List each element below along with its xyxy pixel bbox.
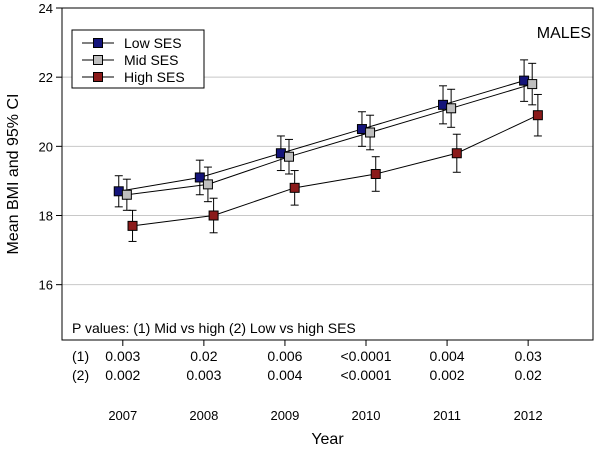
y-tick-label: 18 xyxy=(39,209,53,224)
data-point xyxy=(289,182,300,193)
legend-label: Low SES xyxy=(124,35,182,51)
panel-label: MALES xyxy=(537,25,591,42)
p-value: 0.02 xyxy=(190,348,217,364)
series-line xyxy=(126,83,533,196)
p-value: 0.003 xyxy=(186,367,221,383)
p-value: 0.02 xyxy=(515,367,542,383)
p-value: <0.0001 xyxy=(341,367,392,383)
y-tick-label: 20 xyxy=(39,139,53,154)
data-point xyxy=(202,179,213,190)
p-value: <0.0001 xyxy=(341,348,392,364)
x-tick-label: 2011 xyxy=(433,408,461,423)
data-point xyxy=(446,103,457,114)
x-tick-label: 2010 xyxy=(352,408,381,423)
x-tick-label: 2009 xyxy=(270,408,299,423)
series-high-ses xyxy=(127,93,543,242)
data-point xyxy=(194,172,205,183)
p-value: 0.002 xyxy=(430,367,465,383)
series-layer xyxy=(113,59,543,242)
legend-item-mid-ses: Mid SES xyxy=(82,52,178,68)
data-point xyxy=(127,220,138,231)
x-tick-label: 2012 xyxy=(514,408,543,423)
p-values-table: (1) 0.003 0.02 0.006 <0.0001 0.004 0.03 (2) 0.00… xyxy=(72,348,542,383)
legend-label: Mid SES xyxy=(124,52,178,68)
series-mid-ses xyxy=(121,62,538,211)
p-values-annotation: P values: (1) Mid vs high (2) Low vs hig… xyxy=(72,320,356,336)
grid-lines xyxy=(62,76,593,286)
x-tick-label: 2007 xyxy=(108,408,137,423)
p-value-row-label: (1) xyxy=(72,348,89,364)
data-point xyxy=(451,148,462,159)
p-value-row-label: (2) xyxy=(72,367,89,383)
series-line xyxy=(118,80,525,192)
x-axis-title: Year xyxy=(311,431,344,448)
legend-item-low-ses: Low SES xyxy=(82,35,182,51)
data-point xyxy=(527,79,538,90)
y-axis-title: Mean BMI and 95% CI xyxy=(5,94,22,255)
data-point xyxy=(121,189,132,200)
data-point xyxy=(365,127,376,138)
p-value: 0.03 xyxy=(515,348,542,364)
legend-item-high-ses: High SES xyxy=(82,69,185,85)
p-value: 0.006 xyxy=(267,348,302,364)
series-low-ses xyxy=(113,59,530,208)
p-value: 0.003 xyxy=(105,348,140,364)
legend-marker xyxy=(93,55,103,65)
axis-ticks: 16 18 20 22 24 2007 2008 2009 2010 2011 2012 xyxy=(39,1,543,423)
p-value: 0.002 xyxy=(105,367,140,383)
x-tick-label: 2008 xyxy=(189,408,218,423)
legend-marker xyxy=(93,72,103,82)
data-point xyxy=(208,210,219,221)
legend-label: High SES xyxy=(124,69,185,85)
y-tick-label: 16 xyxy=(39,278,53,293)
data-point xyxy=(370,169,381,179)
p-value: 0.004 xyxy=(430,348,465,364)
y-tick-label: 24 xyxy=(39,1,53,16)
y-tick-label: 22 xyxy=(39,70,53,85)
data-point xyxy=(532,110,543,121)
data-point xyxy=(283,151,294,162)
plot-frame xyxy=(61,7,594,341)
legend-marker xyxy=(93,38,103,48)
series-line xyxy=(132,114,539,227)
p-value: 0.004 xyxy=(267,367,302,383)
